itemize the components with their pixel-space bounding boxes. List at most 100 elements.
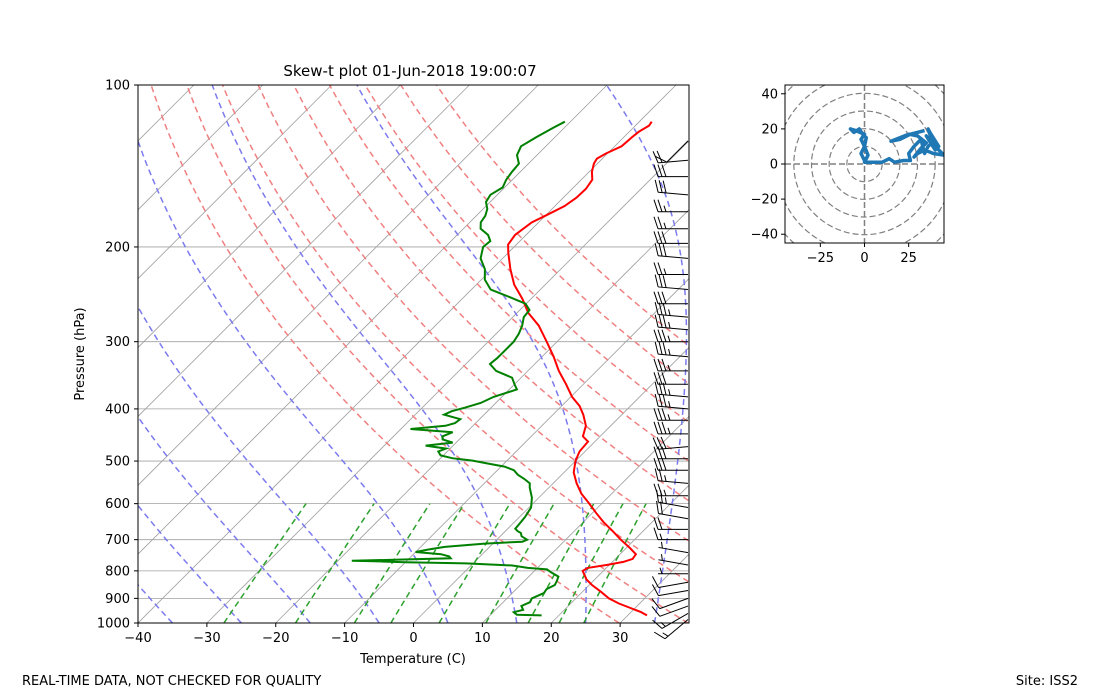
wind-barb xyxy=(653,421,688,435)
wind-barb-flag xyxy=(657,291,663,304)
wind-barb-flag xyxy=(653,446,659,459)
wind-barb xyxy=(652,436,689,450)
wind-barb-flag xyxy=(657,483,663,496)
wind-barb-flag xyxy=(657,262,663,275)
wind-barb-half-flag xyxy=(663,268,667,275)
wind-barb-flag xyxy=(651,598,661,609)
wind-barb-flag xyxy=(661,421,667,434)
wind-barb xyxy=(653,517,688,530)
wind-barb-half-flag xyxy=(662,632,669,637)
wind-barb xyxy=(651,576,689,588)
wind-barb-flag xyxy=(654,179,659,193)
wind-barb-flag xyxy=(653,216,659,229)
moist-adiabat-line xyxy=(138,138,449,623)
wind-barb-flag xyxy=(653,329,659,342)
wind-barb-flag xyxy=(657,517,663,530)
wind-barb xyxy=(654,302,689,318)
isotherm-line xyxy=(138,85,264,211)
y-axis-ticks: 100 200 300 400 500 600 700 800 900 1000 xyxy=(97,79,138,632)
wind-barb-flag xyxy=(651,606,661,617)
hodograph-x-tick-label: 25 xyxy=(900,251,917,266)
moist-adiabat-line xyxy=(211,85,518,623)
wind-barb-flag xyxy=(653,517,659,530)
wind-barb-flag xyxy=(653,421,659,434)
y-tick-label: 700 xyxy=(105,533,130,548)
wind-barb xyxy=(651,597,689,610)
wind-barb xyxy=(653,483,688,497)
x-axis-ticks: −40 −30 −20 −10 0 10 20 30 xyxy=(124,623,628,646)
wind-barb-half-flag xyxy=(667,427,671,434)
wind-barb-flag xyxy=(662,315,667,328)
isotherm-line xyxy=(550,484,689,623)
wind-barb-half-flag xyxy=(668,389,671,396)
wind-barb xyxy=(653,231,688,244)
wind-barb-flag xyxy=(654,468,659,481)
wind-barb xyxy=(653,458,688,471)
wind-barb xyxy=(653,408,688,421)
dry-adiabat-line xyxy=(435,85,689,347)
wind-barb-staff xyxy=(664,619,689,640)
pressure-grid-lines xyxy=(138,85,689,623)
wind-barb xyxy=(653,372,688,385)
wind-barb-flag xyxy=(653,262,659,275)
wind-barb-flag xyxy=(651,576,659,588)
isotherm-line xyxy=(275,209,689,623)
wind-barb-flag xyxy=(661,231,667,244)
wind-barb-staff xyxy=(658,191,689,196)
y-tick-label: 900 xyxy=(105,592,130,607)
mixing-ratio-line xyxy=(485,503,555,623)
wind-barb-half-flag xyxy=(668,401,671,408)
dry-adiabat-line xyxy=(364,85,689,424)
wind-barb-staff xyxy=(666,140,689,163)
wind-barb-flag xyxy=(656,150,663,163)
isotherm-line xyxy=(138,85,677,623)
wind-barb-flag xyxy=(660,436,667,449)
wind-barb-staff xyxy=(658,546,689,554)
isotherm-lines xyxy=(138,85,689,623)
isotherm-line xyxy=(138,85,608,555)
wind-barb-staff xyxy=(658,513,689,520)
y-tick-label: 800 xyxy=(105,564,130,579)
wind-barb-flag xyxy=(657,329,663,342)
moist-adiabat-line xyxy=(605,85,688,623)
wind-barb-flag xyxy=(658,274,663,288)
wind-barb-staff xyxy=(658,559,689,566)
wind-barb-staff xyxy=(658,501,689,508)
wind-barb xyxy=(653,358,688,372)
wind-barb-flag xyxy=(658,315,663,328)
wind-barb xyxy=(651,584,689,597)
wind-barb xyxy=(654,314,689,331)
wind-barb-half-flag xyxy=(663,222,667,229)
isotherm-line xyxy=(206,140,689,623)
hodograph-y-tick-label: −20 xyxy=(751,193,778,208)
hodograph-x-tick-label: −25 xyxy=(807,251,834,266)
wind-barb-flag xyxy=(662,302,667,316)
wind-barb xyxy=(654,393,689,410)
dry-adiabat-line xyxy=(186,85,689,623)
mixing-ratio-line xyxy=(223,503,307,623)
wind-barb-staff xyxy=(659,597,689,610)
wind-barb xyxy=(654,381,689,398)
dry-adiabat-line xyxy=(221,85,689,583)
wind-barb xyxy=(652,613,689,629)
hodograph-plot-area xyxy=(785,85,944,243)
wind-barb-flag xyxy=(653,199,659,212)
wind-barb xyxy=(658,567,688,575)
wind-barb xyxy=(653,262,688,275)
skewt-title: Skew-t plot 01-Jun-2018 19:00:07 xyxy=(283,62,536,80)
hodograph-panel: −25 0 25 40 20 0 −20 −40 xyxy=(751,84,945,266)
mixing-ratio-line xyxy=(353,503,431,623)
y-tick-label: 300 xyxy=(105,335,130,350)
wind-barb-flag xyxy=(653,631,666,640)
dry-adiabat-line xyxy=(293,85,689,502)
moist-adiabat-line xyxy=(356,85,587,623)
x-axis-label: Temperature (C) xyxy=(359,652,466,667)
mixing-ratio-line xyxy=(390,503,466,623)
wind-barb-flag xyxy=(661,291,667,304)
wind-barb xyxy=(653,164,688,178)
skewt-frame xyxy=(137,84,690,624)
wind-barb xyxy=(658,554,689,566)
wind-barb xyxy=(653,199,688,213)
hodograph-y-tick-label: 40 xyxy=(761,87,778,102)
